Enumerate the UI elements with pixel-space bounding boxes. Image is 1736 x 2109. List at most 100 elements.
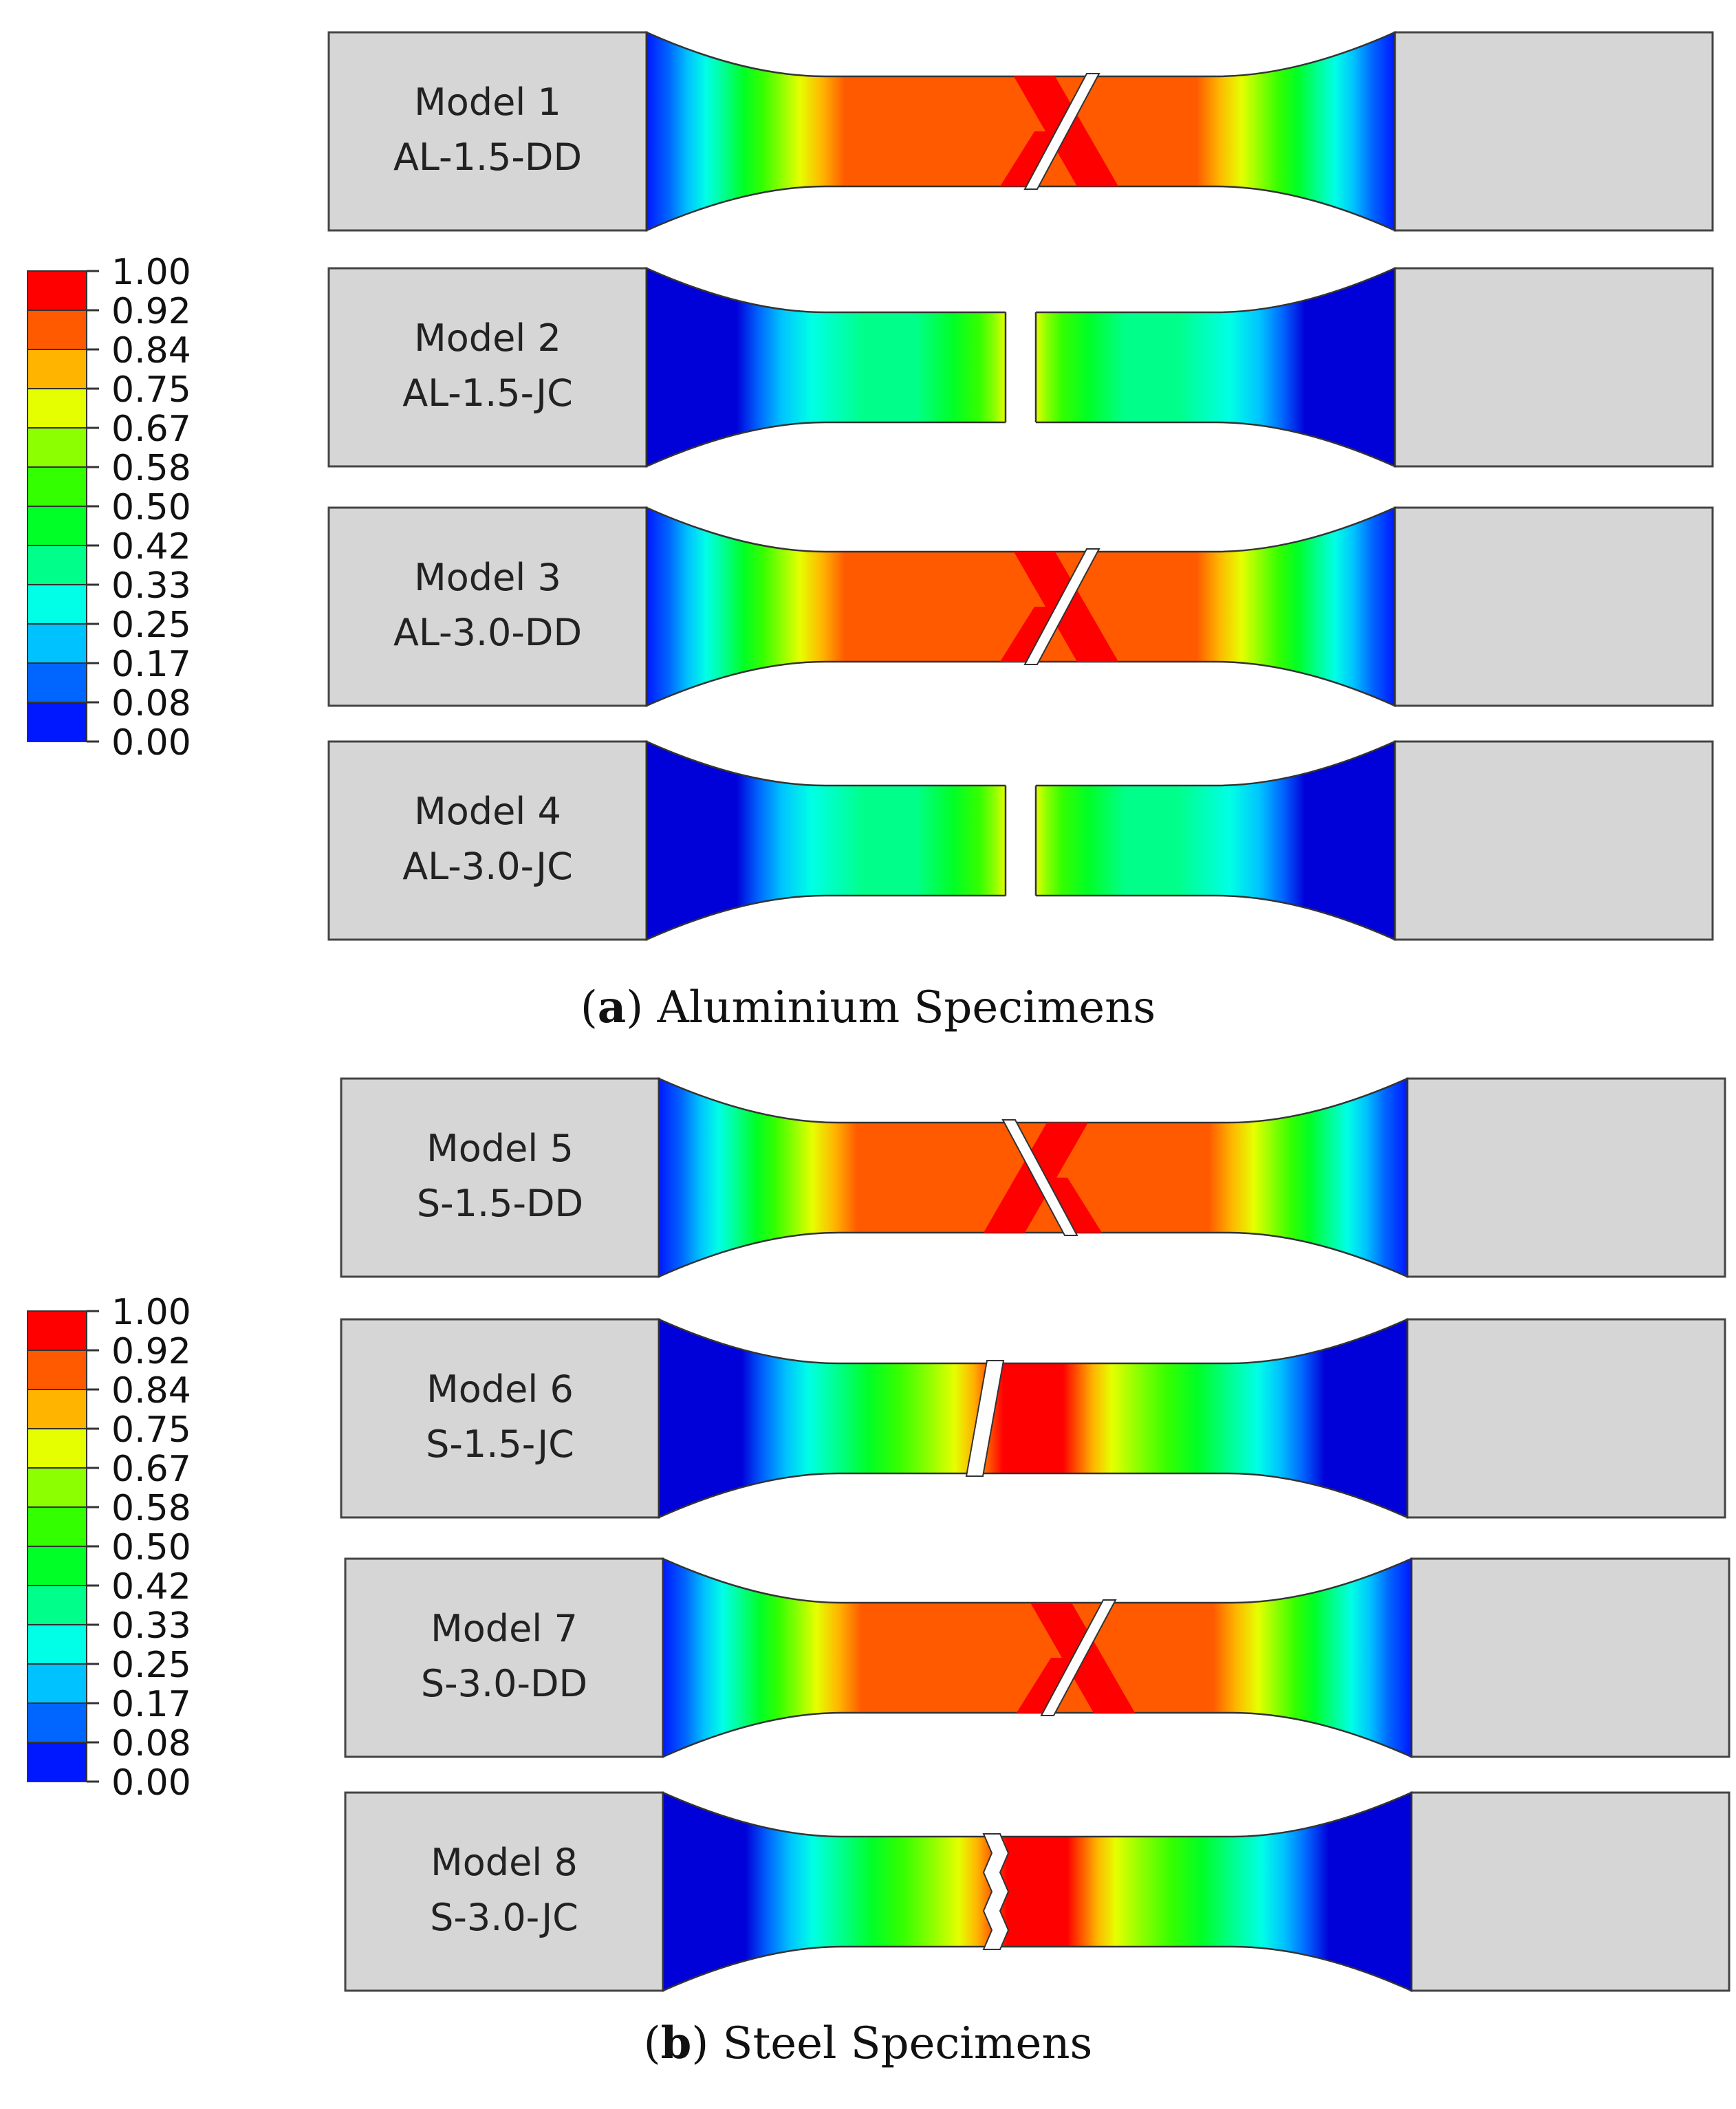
color-legend: 1.000.920.840.750.670.580.500.420.330.25… [27,252,191,764]
model-label: Model 5 [426,1127,574,1170]
caption-paren-open: ( [644,2018,661,2069]
fracture-crack [1023,548,1100,665]
legend-swatch [27,1624,87,1665]
legend-label: 0.42 [111,1566,191,1608]
model-code: AL-1.5-JC [402,371,573,415]
legend-swatch [27,1467,87,1508]
caption-paren-open: ( [581,982,598,1033]
fracture-gap [1006,781,1036,900]
fracture-crack [982,1833,1010,1950]
fracture-crack [965,1360,1005,1477]
model-label: Model 1 [414,80,561,124]
legend-swatch [27,427,87,468]
right-grip [1393,267,1714,468]
fracture-crack [1040,1599,1117,1716]
legend-label: 1.00 [111,1292,191,1333]
model-code: AL-3.0-JC [402,845,573,888]
legend-swatch [27,623,87,664]
caption-letter: a [598,982,626,1033]
specimen-model: Model 3 AL-3.0-DD [327,506,1714,707]
model-code: AL-3.0-DD [393,611,582,654]
model-code: S-3.0-JC [430,1896,578,1939]
gauge-contour [662,1557,1413,1758]
right-grip [1410,1557,1730,1758]
specimen-model: Model 2 AL-1.5-JC [327,267,1714,468]
specimen-model: Model 7 S-3.0-DD [344,1557,1730,1758]
legend-swatch [27,662,87,703]
legend-swatch [27,1742,87,1782]
model-code: AL-1.5-DD [393,136,582,179]
right-grip [1410,1791,1730,1992]
legend-swatch [27,270,87,311]
legend-swatch [27,1310,87,1351]
left-grip [344,1557,664,1758]
legend-label: 0.50 [111,487,191,528]
legend-swatch [27,1546,87,1586]
panel-captions: (a) Aluminium Specimens(b) Steel Specime… [581,982,1155,2069]
specimen-model: Model 6 S-1.5-JC [340,1318,1726,1519]
legend-swatch [27,466,87,507]
legend-label: 0.33 [111,565,191,607]
legend-label: 0.08 [111,1723,191,1764]
legend-label: 0.00 [111,722,191,764]
legend-label: 0.84 [111,1370,191,1412]
left-grip [327,31,648,232]
legend-label: 0.33 [111,1605,191,1647]
model-label: Model 8 [431,1841,578,1884]
legend-label: 1.00 [111,252,191,293]
legend-swatch [27,1350,87,1390]
caption-text: Aluminium Specimens [643,982,1155,1033]
legend-label: 0.75 [111,1409,191,1451]
legend-label: 0.42 [111,526,191,567]
gauge-contour [662,1791,1413,1992]
right-grip [1406,1318,1726,1519]
fracture-gap [1006,308,1036,426]
shear-band [1000,607,1055,662]
legend-label: 0.17 [111,644,191,685]
legend-swatch [27,545,87,585]
right-grip [1393,31,1714,232]
model-code: S-3.0-DD [421,1662,587,1705]
caption-text: Steel Specimens [708,2018,1092,2069]
legend-swatch [27,1702,87,1743]
model-label: Model 3 [414,556,561,599]
color-legends: 1.000.920.840.750.670.580.500.420.330.25… [27,252,191,1804]
right-grip [1393,506,1714,707]
legend-swatch [27,1389,87,1429]
panel-caption: (b) Steel Specimens [644,2018,1093,2069]
legend-label: 0.92 [111,291,191,332]
legend-swatch [27,1585,87,1625]
caption-letter: b [661,2018,692,2069]
left-grip [327,506,648,707]
legend-label: 0.25 [111,605,191,646]
left-grip [327,267,648,468]
legend-swatch [27,1663,87,1704]
legend-swatch [27,1428,87,1469]
right-grip [1393,740,1714,941]
model-label: Model 4 [414,790,561,833]
fracture-crack [1023,73,1100,190]
model-label: Model 2 [414,316,561,360]
left-grip [344,1791,664,1992]
caption-paren-close: ) [691,2018,708,2069]
legend-label: 0.67 [111,409,191,450]
legend-swatch [27,702,87,742]
specimen-model: Model 5 S-1.5-DD [340,1077,1726,1278]
legend-label: 0.17 [111,1684,191,1725]
legend-label: 0.67 [111,1449,191,1490]
shear-band [1047,1178,1102,1233]
specimen-model: Model 1 AL-1.5-DD [327,31,1714,232]
legend-label: 0.25 [111,1645,191,1686]
legend-label: 0.92 [111,1331,191,1372]
gauge-contour [645,506,1396,707]
model-code: S-1.5-DD [417,1182,583,1225]
legend-swatch [27,1506,87,1547]
legend-label: 0.00 [111,1762,191,1804]
model-label: Model 7 [431,1607,578,1650]
legend-label: 0.50 [111,1527,191,1568]
right-grip [1406,1077,1726,1278]
specimen-model: Model 4 AL-3.0-JC [327,740,1714,941]
legend-swatch [27,310,87,350]
specimen-model: Model 8 S-3.0-JC [344,1791,1730,1992]
